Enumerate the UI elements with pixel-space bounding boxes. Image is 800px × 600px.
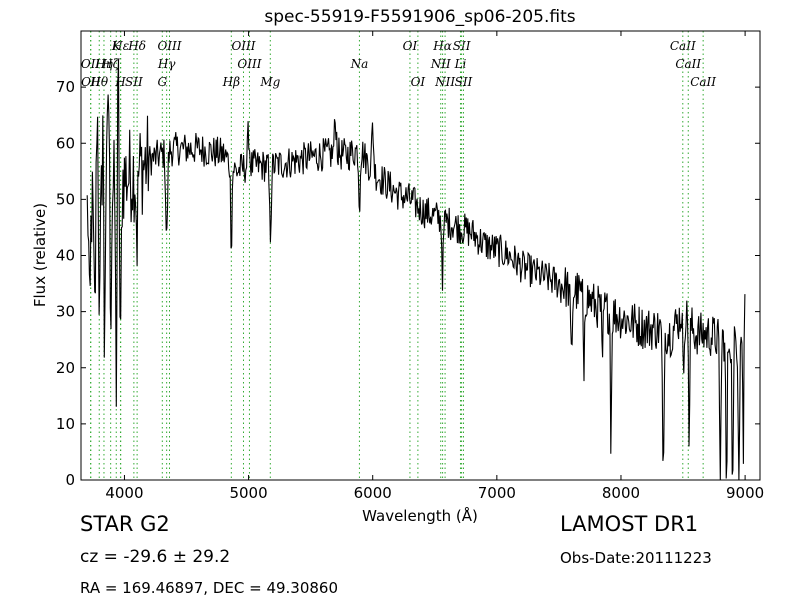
y-tick-label: 50 <box>56 190 75 208</box>
observation-date: Obs-Date:20111223 <box>560 549 712 567</box>
object-class: STAR G2 <box>80 512 170 536</box>
chart-title: spec-55919-F5591906_sp06-205.fits <box>264 7 575 27</box>
line-marker-label: Hγ <box>157 57 176 71</box>
line-marker-label: OIII <box>231 39 255 53</box>
y-tick-label: 70 <box>56 78 75 96</box>
line-marker-label: OI <box>403 39 418 53</box>
axis-ticks: 4000 5000 6000 7000 8000 9000 0 10 20 30 40 50 60 70 <box>56 31 764 502</box>
line-marker-label: G <box>158 75 168 89</box>
line-marker-label: CaII <box>675 57 701 71</box>
line-marker-label: CaII <box>670 39 696 53</box>
line-marker-label: OIII <box>157 39 181 53</box>
plot-frame <box>80 30 761 481</box>
y-tick-label: 20 <box>56 359 75 377</box>
line-marker-label: NII <box>434 75 455 89</box>
y-tick-label: 10 <box>56 415 75 433</box>
line-marker-label: NII <box>430 57 451 71</box>
line-marker-label: Mg <box>259 75 280 89</box>
line-marker-label: Hθ <box>89 75 108 89</box>
y-tick-label: 30 <box>56 303 75 321</box>
y-tick-label: 40 <box>56 247 75 265</box>
line-marker-label: Li <box>454 57 467 71</box>
line-marker-label: OII <box>81 75 101 89</box>
x-tick-label: 9000 <box>726 484 764 502</box>
line-marker-label: SII <box>453 39 471 53</box>
line-marker-label: K <box>111 39 122 53</box>
line-marker-label: Hζ <box>101 57 120 71</box>
y-axis-title: Flux (relative) <box>31 203 49 307</box>
line-marker-label: OIII <box>237 57 261 71</box>
x-tick-label: 6000 <box>354 484 392 502</box>
x-tick-label: 5000 <box>229 484 267 502</box>
spectrum-series <box>86 59 746 481</box>
line-marker-label: SII <box>455 75 473 89</box>
survey-name: LAMOST DR1 <box>560 512 699 536</box>
line-marker-label: Na <box>350 57 369 71</box>
y-tick-label: 0 <box>65 471 75 489</box>
x-tick-label: 4000 <box>105 484 143 502</box>
line-marker-label: Hα <box>432 39 452 53</box>
spectrum-line <box>86 59 746 481</box>
line-marker-label: CaII <box>690 75 716 89</box>
line-marker-label: SII <box>125 75 143 89</box>
y-tick-label: 60 <box>56 134 75 152</box>
line-marker-label: OI <box>411 75 426 89</box>
line-marker-label: Hβ <box>222 75 240 89</box>
x-tick-label: 8000 <box>602 484 640 502</box>
redshift-cz: cz = -29.6 ± 29.2 <box>80 547 231 567</box>
x-axis-title: Wavelength (Å) <box>362 506 478 525</box>
line-marker-label: Hδ <box>127 39 146 53</box>
x-tick-label: 7000 <box>478 484 516 502</box>
ra-dec-coordinates: RA = 169.46897, DEC = 49.30860 <box>80 579 339 597</box>
